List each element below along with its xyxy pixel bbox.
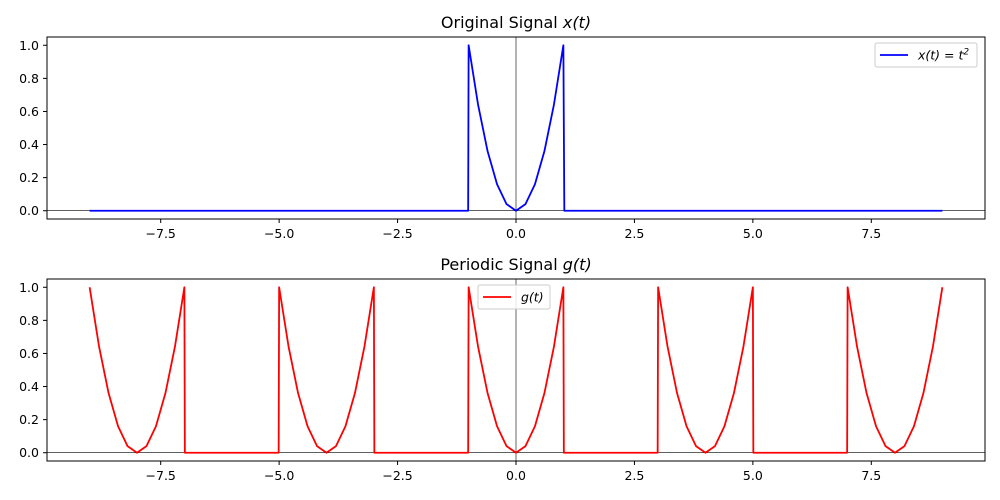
y-tick-label: 1.0 [19,38,39,53]
x-tick-label: 2.5 [624,468,644,483]
y-tick-label: 0.4 [19,137,39,152]
legend-frame [874,42,978,68]
y-tick-label: 0.0 [19,203,39,218]
chart-title-text: Original Signal [441,13,563,32]
legend: g(t) [477,284,551,310]
bottom-chart-periodic-signal: −7.5 −5.0 −2.5 0.0 2.5 5.0 7.5 0.0 0.2 0.4 0.6 0.8 1… [19,255,986,483]
y-tick-label: 0.8 [19,313,39,328]
legend-label-superscript: 2 [963,48,969,58]
y-tick-label: 0.6 [19,346,39,361]
legend-label: x(t) = t2 [917,48,969,63]
legend: x(t) = t2 [874,42,978,68]
chart-title-math: x(t) [562,13,591,32]
x-tick-label: 7.5 [861,468,881,483]
x-tick-label: 5.0 [743,226,763,241]
series-line-0 [88,286,944,454]
x-tick-label: −2.5 [382,468,412,483]
chart-title-text: Periodic Signal [440,255,562,274]
y-tick-label: 0.0 [19,445,39,460]
x-tick-label: 7.5 [861,226,881,241]
legend-label-math: x(t) = t [917,48,964,63]
legend-label: g(t) [521,290,544,305]
x-tick-label: 2.5 [624,226,644,241]
x-tick-label: 5.0 [743,468,763,483]
x-tick-label: −7.5 [146,468,176,483]
y-tick-label: 0.2 [19,412,39,427]
series-line-0 [89,44,943,212]
y-tick-label: 0.4 [19,379,39,394]
legend-frame [477,284,551,310]
y-tick-label: 1.0 [19,280,39,295]
legend-label-math: g(t) [521,290,544,305]
x-tick-label: 0.0 [506,226,526,241]
x-tick-label: −5.0 [264,468,294,483]
x-tick-label: −2.5 [382,226,412,241]
x-tick-label: −5.0 [264,226,294,241]
y-tick-label: 0.2 [19,170,39,185]
top-chart-original-signal: −7.5 −5.0 −2.5 0.0 2.5 5.0 7.5 0.0 0.2 0.4 0.6 0.8 1… [19,13,986,241]
chart-title: Original Signal x(t) [441,13,591,32]
x-tick-label: −7.5 [146,226,176,241]
chart-title: Periodic Signal g(t) [440,255,591,274]
chart-title-math: g(t) [563,255,592,274]
y-tick-label: 0.6 [19,104,39,119]
x-tick-label: 0.0 [506,468,526,483]
y-tick-label: 0.8 [19,71,39,86]
